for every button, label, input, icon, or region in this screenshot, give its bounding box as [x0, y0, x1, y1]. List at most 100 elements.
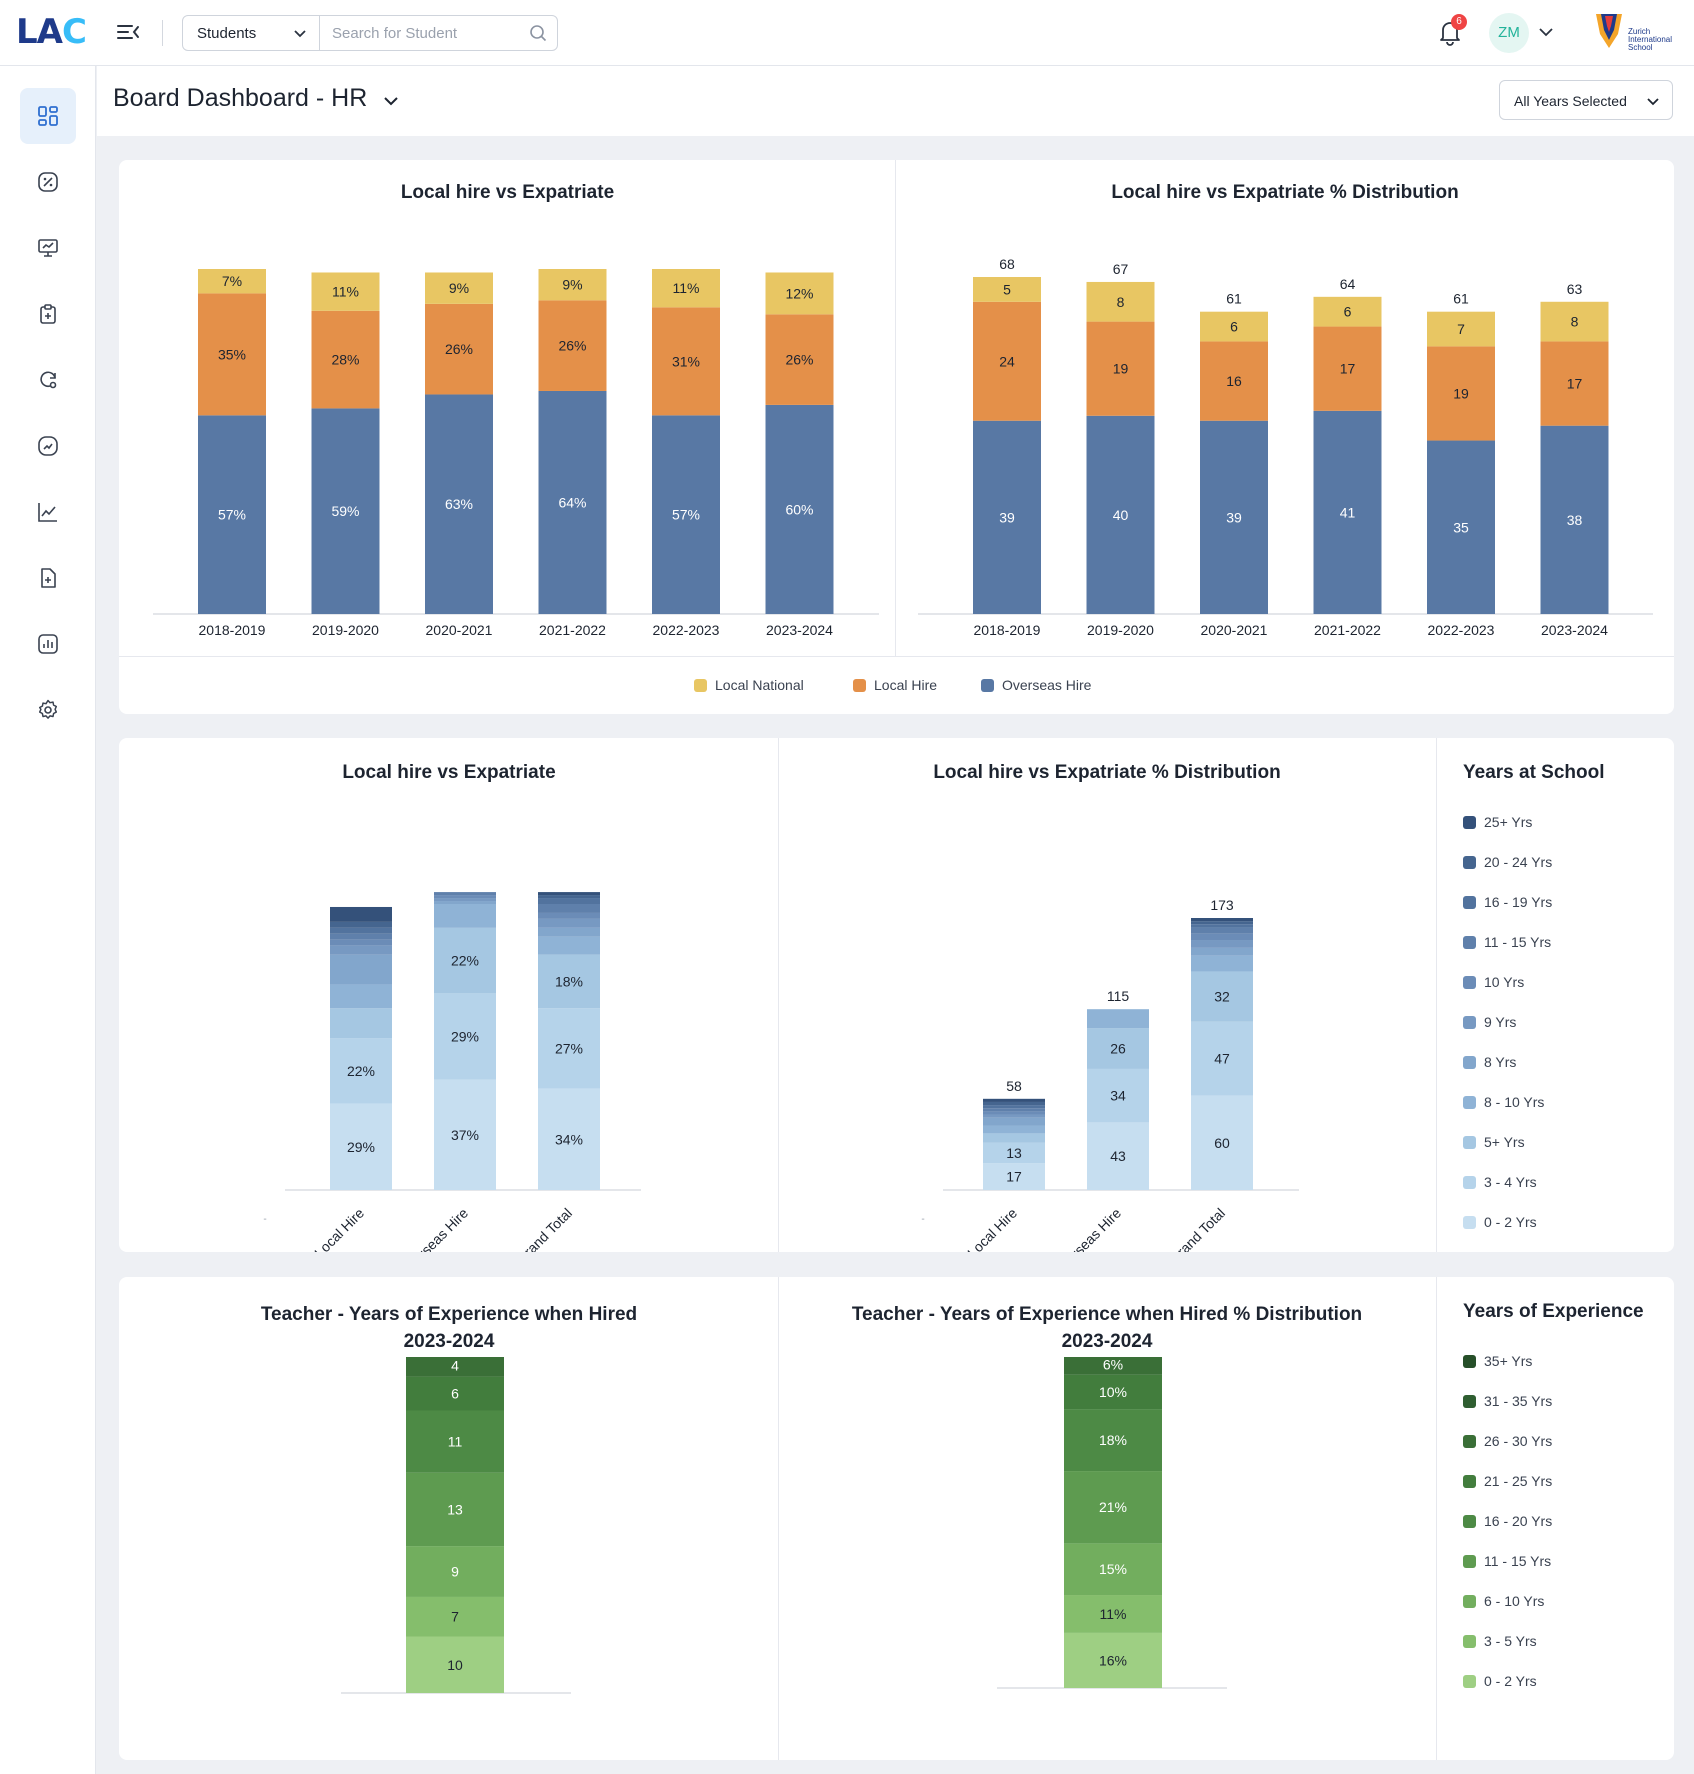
- sidebar-item-dashboard[interactable]: [20, 88, 76, 144]
- year-filter-select[interactable]: All Years Selected: [1499, 80, 1673, 120]
- legend-item[interactable]: 3 - 4 Yrs: [1463, 1174, 1537, 1190]
- sidebar-item-file-plus[interactable]: [20, 550, 76, 606]
- legend-item[interactable]: 11 - 15 Yrs: [1463, 934, 1551, 950]
- student-type-label: Students: [197, 25, 257, 42]
- legend-item[interactable]: 5+ Yrs: [1463, 1134, 1525, 1150]
- sidebar-item-line-chart[interactable]: [20, 484, 76, 540]
- legend-item[interactable]: 31 - 35 Yrs: [1463, 1393, 1552, 1409]
- bar-segment: [538, 898, 600, 904]
- legend-label: 25+ Yrs: [1484, 814, 1533, 830]
- data-label: 43: [1110, 1148, 1126, 1164]
- bar-segment: [1200, 420, 1268, 614]
- page-title[interactable]: Board Dashboard - HR: [113, 84, 368, 112]
- legend-item[interactable]: 0 - 2 Yrs: [1463, 1673, 1537, 1689]
- bar-segment: [983, 1142, 1045, 1164]
- legend-item[interactable]: 10 Yrs: [1463, 974, 1524, 990]
- sidebar-item-settings[interactable]: [20, 682, 76, 738]
- bar-segment: [765, 272, 834, 315]
- file-plus-icon: [41, 568, 56, 588]
- bar-segment: [434, 895, 496, 899]
- legend-label: 8 Yrs: [1484, 1054, 1517, 1070]
- legend-swatch: [1463, 1434, 1476, 1448]
- legend-item[interactable]: 20 - 24 Yrs: [1463, 854, 1552, 870]
- legend-label: 10 Yrs: [1484, 974, 1525, 990]
- refresh-search-icon: [40, 371, 57, 389]
- data-label: 6: [1344, 304, 1352, 320]
- bar-segment: [434, 898, 496, 902]
- legend-swatch: [1463, 1055, 1476, 1069]
- data-label: 4: [451, 1357, 459, 1373]
- data-label: 6: [451, 1386, 459, 1402]
- bar-segment: [538, 892, 600, 896]
- bar-segment: [765, 404, 834, 614]
- app-logo-c: C: [61, 12, 87, 52]
- legend-item[interactable]: 9 Yrs: [1463, 1014, 1516, 1030]
- bar-segment: [1313, 296, 1382, 327]
- legend-item[interactable]: Overseas Hire: [981, 677, 1091, 693]
- bar-segment: [538, 927, 600, 937]
- legend-title: Years at School: [1463, 762, 1605, 783]
- badge-percent-icon: [38, 172, 58, 192]
- legend-item[interactable]: 21 - 25 Yrs: [1463, 1473, 1552, 1489]
- legend-swatch: [1463, 1394, 1476, 1408]
- school-name-line: Zurich: [1628, 27, 1651, 36]
- legend-item[interactable]: 8 Yrs: [1463, 1054, 1516, 1070]
- legend-item[interactable]: 26 - 30 Yrs: [1463, 1433, 1552, 1449]
- sidebar-item-clipboard[interactable]: [20, 286, 76, 342]
- legend-item[interactable]: 6 - 10 Yrs: [1463, 1593, 1544, 1609]
- legend-swatch: [1463, 1634, 1476, 1648]
- menu-toggle-icon[interactable]: [114, 18, 142, 46]
- legend-item[interactable]: 11 - 15 Yrs: [1463, 1553, 1551, 1569]
- bar-segment: [1087, 1009, 1149, 1029]
- data-label: 57%: [218, 507, 246, 523]
- data-label: 7%: [222, 273, 242, 289]
- sidebar-item-refresh-search[interactable]: [20, 352, 76, 408]
- sidebar-item-badge-percent[interactable]: [20, 154, 76, 210]
- bar-segment: [538, 904, 600, 913]
- data-label: 11%: [332, 284, 359, 300]
- bar-segment: [434, 1079, 496, 1190]
- legend-item[interactable]: 16 - 19 Yrs: [1463, 894, 1552, 910]
- divider: [895, 160, 896, 656]
- data-label: 6%: [1103, 1357, 1123, 1372]
- x-tick-label: Grand Total: [513, 1205, 575, 1252]
- x-tick-label: Overseas Hire: [1050, 1205, 1125, 1252]
- bar-segment: [983, 1114, 1045, 1118]
- legend-item[interactable]: Local Hire: [853, 677, 937, 693]
- data-label: 22%: [451, 953, 479, 969]
- data-label: 37%: [451, 1127, 479, 1143]
- legend-swatch: [1463, 935, 1476, 949]
- data-label: 19: [1453, 385, 1469, 401]
- x-tick-label: Local Hire: [964, 1205, 1020, 1252]
- app-logo[interactable]: LAC: [16, 12, 87, 52]
- bar-segment: [538, 954, 600, 1009]
- bar-segment: [1540, 425, 1609, 614]
- legend-item[interactable]: 8 - 10 Yrs: [1463, 1094, 1544, 1110]
- chart-experience-when-hired: 10 7 9 13 11 6 4: [341, 1357, 571, 1694]
- data-label: 60%: [785, 501, 813, 517]
- chart-title: Local hire vs Expatriate % Distribution: [933, 762, 1281, 783]
- legend-item[interactable]: 0 - 2 Yrs: [1463, 1214, 1537, 1230]
- legend-item[interactable]: 25+ Yrs: [1463, 814, 1532, 830]
- legend-item[interactable]: 3 - 5 Yrs: [1463, 1633, 1537, 1649]
- bar-segment: [406, 1596, 504, 1637]
- data-label: 39: [999, 509, 1015, 525]
- legend-swatch: [1463, 1674, 1476, 1688]
- legend-item[interactable]: 35+ Yrs: [1463, 1353, 1532, 1369]
- x-tick-label: 2023-2024: [1541, 622, 1608, 638]
- chevron-down-icon[interactable]: [1538, 24, 1554, 40]
- bar-segment: [330, 939, 392, 946]
- sidebar-item-bar-chart[interactable]: [20, 616, 76, 672]
- bar-segment: [1313, 326, 1382, 411]
- x-tick-label: 2018-2019: [974, 622, 1041, 638]
- sidebar-item-presentation[interactable]: [20, 220, 76, 276]
- user-avatar[interactable]: ZM: [1489, 13, 1529, 53]
- legend-item[interactable]: 16 - 20 Yrs: [1463, 1513, 1552, 1529]
- bar-segment: [425, 272, 493, 304]
- sidebar-item-trend[interactable]: [20, 418, 76, 474]
- search-input[interactable]: [320, 16, 510, 50]
- search-icon[interactable]: [529, 24, 547, 42]
- legend-item[interactable]: Local National: [694, 677, 804, 693]
- chevron-down-icon[interactable]: [383, 93, 399, 109]
- student-type-select[interactable]: Students: [183, 16, 320, 50]
